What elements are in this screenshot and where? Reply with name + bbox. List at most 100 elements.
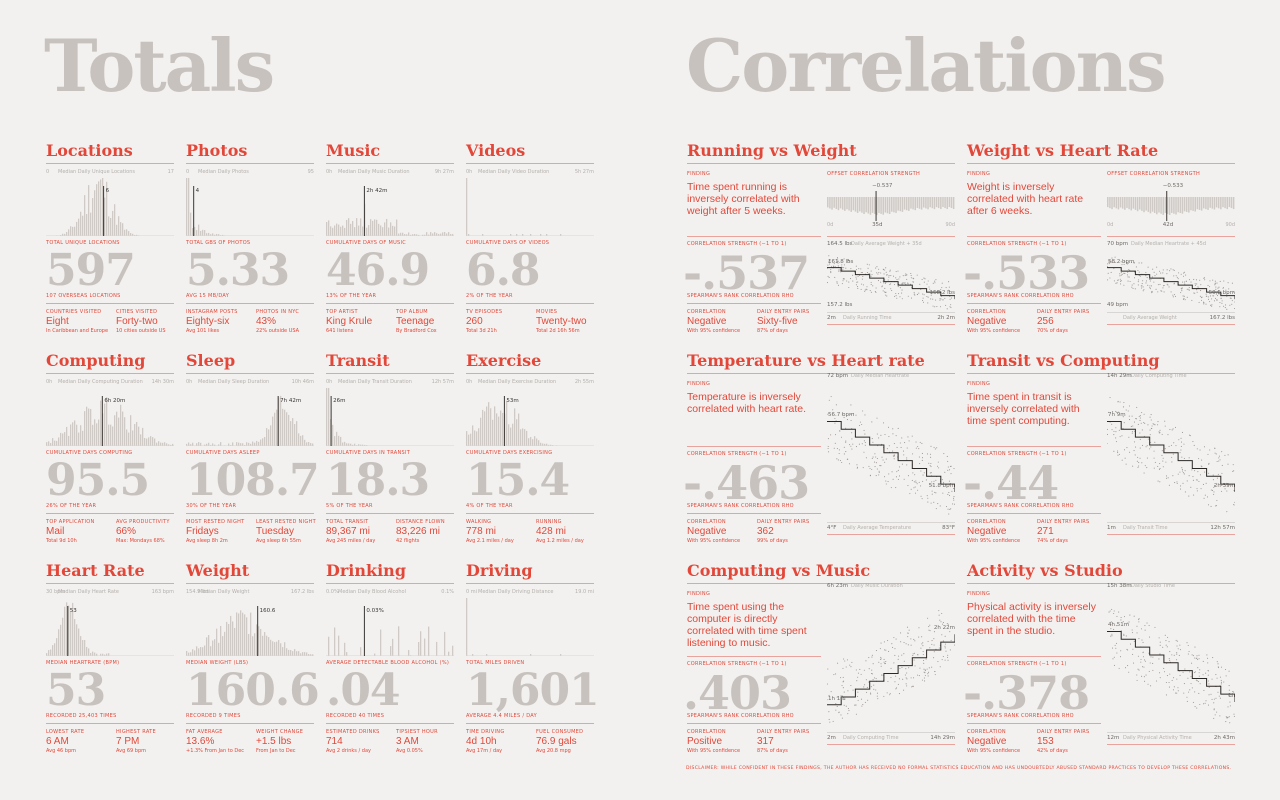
scatter-point — [1144, 680, 1146, 682]
scatter-point — [1142, 641, 1144, 644]
correlations-heading: Correlations — [686, 23, 1167, 108]
histogram-bar — [122, 223, 124, 236]
scatter-point — [883, 695, 885, 697]
scatter-point — [897, 270, 899, 272]
scatter-point — [1187, 653, 1189, 655]
offset-bar — [1136, 197, 1139, 212]
offset-strength-chart — [1107, 191, 1235, 221]
confidence-text: With 95% confidence — [687, 538, 741, 544]
scatter-point — [934, 491, 936, 493]
scatter-point — [1166, 273, 1168, 275]
scatter-point — [1202, 483, 1205, 486]
scatter-point — [1214, 280, 1216, 282]
scatter-point — [846, 280, 848, 282]
scatter-point — [885, 649, 887, 651]
scatter-point — [937, 660, 939, 663]
scatter-point — [930, 294, 932, 296]
scatter-point — [1225, 716, 1227, 718]
scatter-point — [1198, 658, 1200, 660]
histogram-bar — [466, 598, 468, 656]
scatter-point — [1138, 618, 1140, 620]
scatter-point — [871, 654, 873, 656]
scatter-point — [1173, 269, 1175, 272]
histogram-bar — [284, 409, 286, 446]
stat-value: 15.4 — [466, 455, 570, 506]
detail-b-subtext: Avg sleep 6h 55m — [256, 538, 301, 544]
histogram-bar — [328, 220, 330, 236]
scatter-point — [913, 638, 915, 641]
histogram-bar — [78, 432, 80, 446]
histogram-bar — [236, 442, 238, 446]
scatter-point — [1175, 275, 1177, 277]
scatter-point — [885, 274, 888, 276]
scatter-point — [920, 288, 922, 290]
scatter-point — [1165, 461, 1167, 463]
scatter-point — [866, 263, 868, 265]
scatter-point — [1171, 429, 1173, 431]
trend-start-label: 58.2 bpm — [1108, 258, 1135, 265]
scatter-point — [1136, 679, 1138, 681]
histogram-bar — [432, 233, 434, 236]
histogram-bar — [486, 406, 488, 446]
offset-bar — [867, 197, 870, 214]
offset-bar — [908, 197, 910, 211]
scatter-point — [1199, 449, 1201, 451]
offset-bar — [1181, 197, 1184, 214]
offset-bar — [863, 197, 865, 214]
offset-bar — [1147, 197, 1150, 212]
histogram-bar — [338, 435, 340, 446]
scatter-point — [865, 288, 867, 290]
detail-a-subtext: Avg 245 miles / day — [326, 538, 376, 544]
histogram-bar — [444, 232, 446, 236]
detail-a-label: FAT AVERAGE — [186, 729, 223, 735]
histogram-bar — [264, 437, 266, 446]
scatter-point — [842, 687, 844, 689]
scatter-point — [904, 674, 906, 676]
scatter-point — [1128, 436, 1130, 438]
scatter-point — [1150, 419, 1152, 421]
histogram-bar — [268, 429, 270, 446]
scatter-point — [1134, 271, 1136, 273]
scatter-point — [1221, 490, 1223, 492]
detail-a-value: 714 — [326, 736, 343, 747]
scatter-point — [1204, 471, 1206, 473]
scatter-point — [1209, 280, 1211, 282]
scatter-point — [863, 686, 865, 688]
scatter-point — [953, 503, 955, 505]
scatter-point — [884, 662, 887, 665]
scatter-point — [1206, 657, 1209, 659]
scatter-point — [927, 501, 929, 503]
scatter-point — [1113, 434, 1115, 436]
stat-subtext: AVG 15 MB/DAY — [186, 293, 230, 299]
histogram-bar — [418, 234, 420, 236]
scatter-point — [1142, 286, 1144, 288]
scatter-point — [1183, 295, 1185, 297]
scatter-point — [863, 440, 865, 442]
histogram-bar — [212, 640, 214, 656]
detail-b-label: TOP ALBUM — [396, 309, 428, 315]
offset-bar — [925, 197, 927, 209]
scatter-point — [1226, 292, 1228, 294]
scatter-point — [952, 497, 955, 499]
scatter-point — [1184, 283, 1186, 285]
scatter-point — [931, 643, 933, 645]
histogram-chart: 26m — [326, 388, 454, 446]
confidence-text: With 95% confidence — [967, 748, 1021, 754]
scatter-point — [876, 433, 878, 435]
histogram-bar — [334, 436, 336, 446]
stat-rule — [186, 513, 314, 514]
scatter-point — [1154, 424, 1156, 426]
scatter-point — [1205, 295, 1207, 297]
histogram-bar — [468, 234, 470, 236]
scatter-point — [1196, 490, 1198, 492]
scatter-point — [1210, 304, 1212, 306]
correlation-direction: Negative — [687, 526, 727, 537]
scatter-point — [1127, 622, 1129, 624]
scatter-point — [836, 260, 839, 262]
scatter-point — [901, 283, 903, 285]
scatter-point — [859, 421, 861, 423]
scatter-point — [892, 275, 895, 277]
scatter-point — [884, 282, 886, 284]
scatter-point — [1177, 687, 1179, 689]
scatter-point — [1141, 444, 1144, 447]
